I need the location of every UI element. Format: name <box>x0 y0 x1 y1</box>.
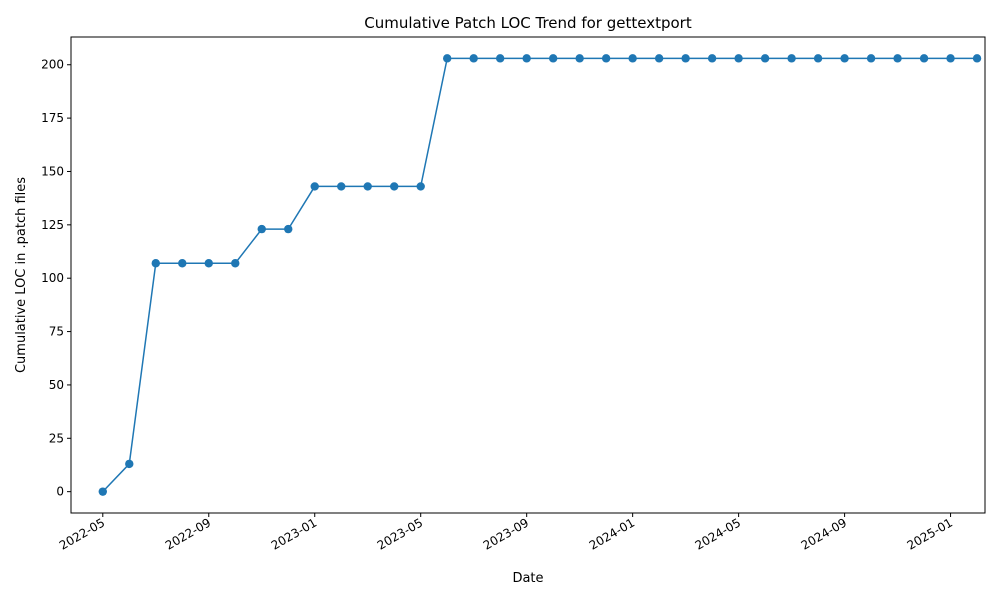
series-line <box>102 57 978 493</box>
data-point <box>840 54 849 63</box>
y-axis: 0 25 50 75 100 125 150 175 200 <box>41 58 71 499</box>
data-point <box>972 54 982 63</box>
data-point <box>654 54 664 63</box>
data-point <box>442 54 452 63</box>
data-point <box>363 182 372 191</box>
data-point <box>204 259 213 268</box>
data-point <box>98 487 107 496</box>
data-point <box>628 54 637 63</box>
y-tick-label: 50 <box>49 378 64 392</box>
y-tick-label: 175 <box>41 111 64 125</box>
y-tick-label: 75 <box>49 325 64 339</box>
plot-frame <box>70 36 986 514</box>
x-tick-label: 2023-05 <box>375 515 425 552</box>
data-point <box>575 54 584 63</box>
series-layer <box>98 54 982 496</box>
data-point <box>390 182 399 191</box>
y-tick-label: 125 <box>41 218 64 232</box>
data-point <box>125 459 134 469</box>
data-point <box>919 54 929 63</box>
data-point <box>337 182 346 191</box>
data-point <box>522 54 531 63</box>
data-point <box>787 54 796 63</box>
data-point <box>495 54 505 63</box>
data-point <box>946 54 955 63</box>
data-point <box>151 259 160 268</box>
y-axis-title: Cumulative LOC in .patch files <box>14 177 29 373</box>
x-tick-label: 2024-05 <box>693 515 743 552</box>
y-tick-label: 150 <box>41 164 64 178</box>
x-tick-label: 2023-01 <box>269 515 319 552</box>
x-tick-label: 2024-09 <box>799 515 849 552</box>
x-tick-label: 2023-09 <box>481 515 531 552</box>
x-tick-label: 2022-09 <box>163 515 213 552</box>
data-point <box>893 54 902 63</box>
y-tick-label: 0 <box>56 485 64 499</box>
x-axis-title: Date <box>512 571 543 586</box>
x-tick-label: 2025-01 <box>905 515 955 552</box>
y-tick-label: 100 <box>41 271 64 285</box>
x-axis: 2022-05 2022-09 2023-01 2023-05 2023-09 2024-… <box>57 513 955 553</box>
data-point <box>310 182 319 191</box>
y-tick-label: 200 <box>41 58 64 72</box>
data-point <box>734 54 743 63</box>
chart-title: Cumulative Patch LOC Trend for gettextpo… <box>364 14 692 32</box>
plot-area <box>70 36 986 514</box>
y-tick-label: 25 <box>49 431 64 445</box>
data-point <box>548 54 558 63</box>
data-point <box>178 259 187 268</box>
data-point <box>257 224 266 234</box>
x-tick-label: 2024-01 <box>587 515 637 552</box>
data-point <box>231 259 240 268</box>
data-point <box>469 54 478 63</box>
data-point <box>707 54 717 63</box>
data-point <box>813 54 823 63</box>
data-point <box>601 54 611 63</box>
x-tick-label: 2022-05 <box>57 515 107 552</box>
data-point <box>760 54 770 63</box>
data-point <box>681 54 690 63</box>
data-point <box>284 224 293 234</box>
data-point <box>416 182 425 191</box>
data-point <box>866 54 876 63</box>
